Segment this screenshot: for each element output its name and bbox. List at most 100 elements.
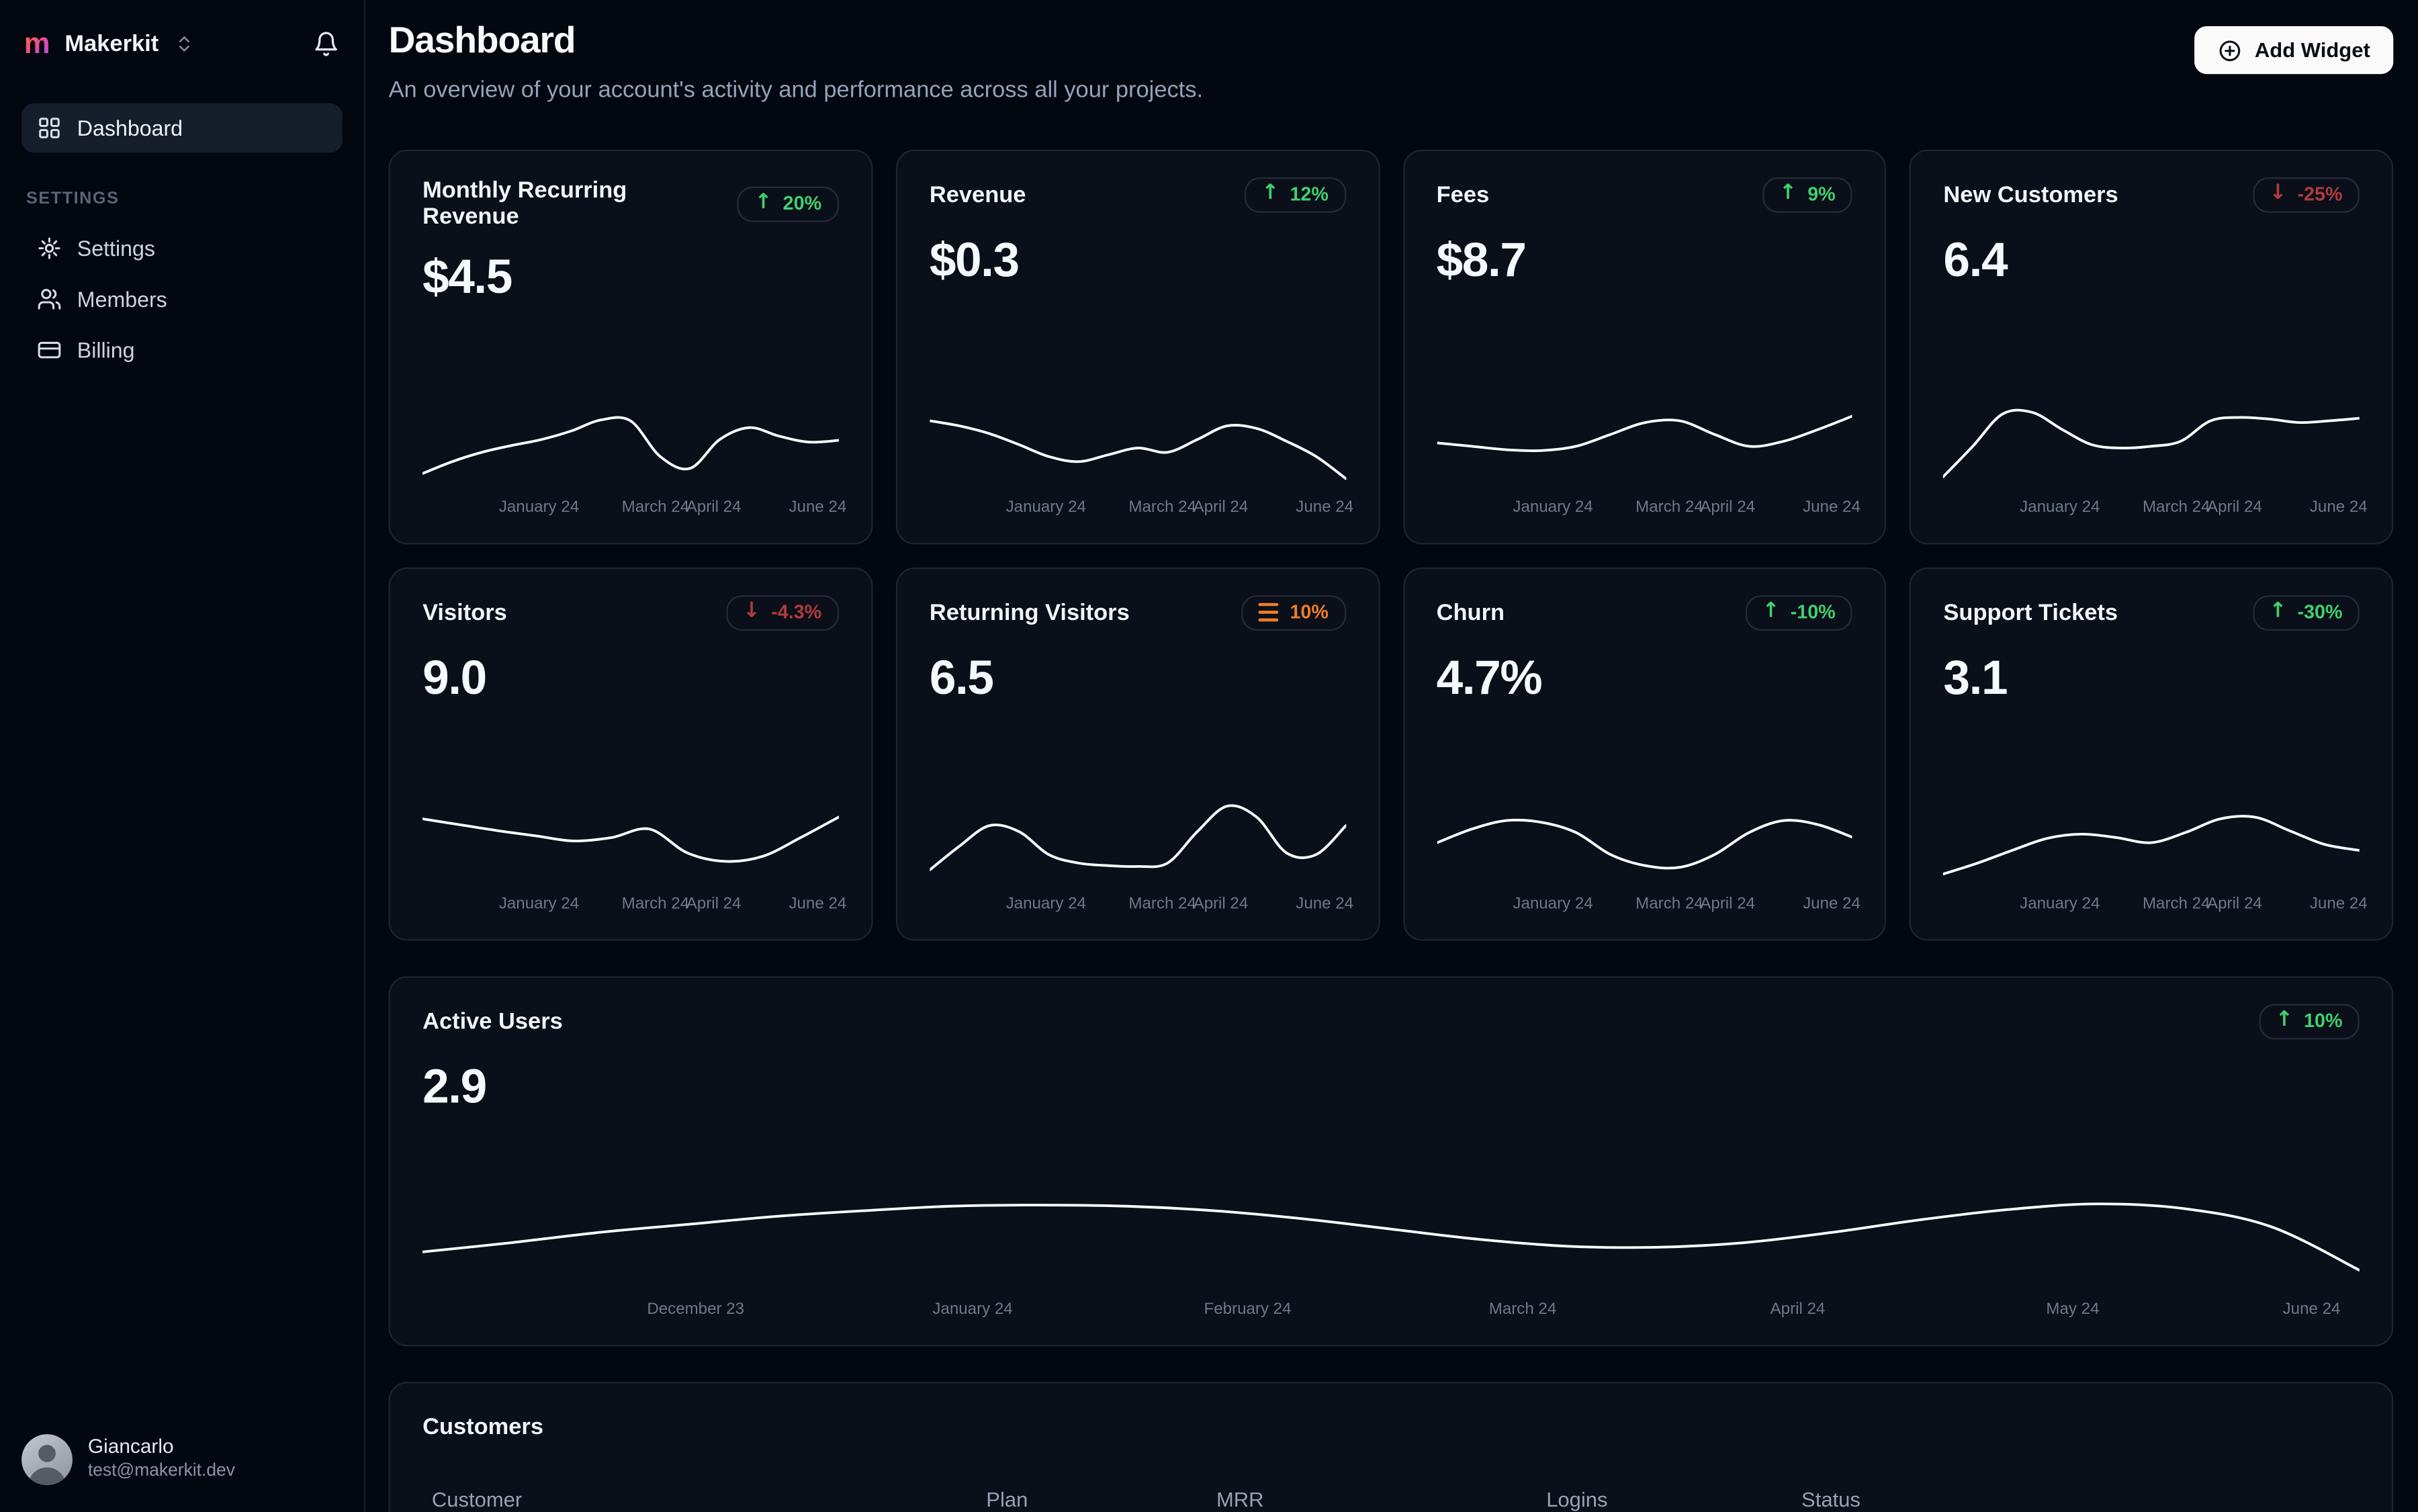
- arrow-up-icon: ↑: [1779, 181, 1797, 206]
- stat-card-title: Active Users: [422, 1008, 563, 1035]
- arrow-down-icon: ↓: [2269, 181, 2287, 206]
- sidebar-item-settings[interactable]: Settings: [21, 224, 343, 273]
- stat-value: 2.9: [422, 1059, 487, 1114]
- arrow-down-icon: ↓: [743, 598, 761, 624]
- sidebar-item-members[interactable]: Members: [21, 275, 343, 324]
- add-widget-label: Add Widget: [2254, 38, 2370, 62]
- stat-value: 4.7%: [1436, 650, 1543, 705]
- workspace-selector[interactable]: m Makerkit: [21, 25, 343, 62]
- stat-card-title: Visitors: [422, 600, 507, 627]
- page-subtitle: An overview of your account's activity a…: [388, 77, 1204, 103]
- stat-card-title: Monthly Recurring Revenue: [422, 177, 627, 230]
- sparkline-chart: [1943, 390, 2359, 489]
- makerkit-logo-icon: m: [24, 28, 50, 58]
- x-axis-label: January 24: [1513, 894, 1593, 914]
- stat-card-title: Revenue: [929, 181, 1026, 208]
- sidebar-section-label: SETTINGS: [26, 189, 120, 208]
- stat-value: $0.3: [929, 232, 1020, 287]
- trend-badge: ↑ 10%: [2258, 1004, 2360, 1040]
- x-axis-label: April 24: [1193, 894, 1249, 914]
- x-axis-label: June 24: [2309, 498, 2368, 517]
- sparkline-chart: [1943, 787, 2359, 885]
- stat-card: Visitors ↓ -4.3% 9.0 January 24 March 24 A…: [388, 567, 872, 941]
- sidebar-settings-nav: Settings Members Billing: [21, 224, 343, 375]
- svg-text:m: m: [24, 28, 50, 58]
- sidebar-item-label: Dashboard: [77, 116, 183, 140]
- x-axis-labels: January 24 March 24 April 24 June 24: [1943, 498, 2367, 523]
- x-axis-label: January 24: [2020, 894, 2100, 914]
- x-axis-labels: January 24 March 24 April 24 June 24: [1437, 498, 1860, 523]
- x-axis-label: March 24: [621, 894, 690, 914]
- trend-badge: ↑ 12%: [1245, 177, 1346, 213]
- stat-value: 6.5: [929, 650, 994, 705]
- column-header-status: Status: [1801, 1488, 1861, 1512]
- column-header-plan: Plan: [986, 1488, 1028, 1512]
- x-axis-labels: January 24 March 24 April 24 June 24: [1437, 894, 1860, 920]
- x-axis-label: March 24: [1488, 1300, 1557, 1319]
- x-axis-label: January 24: [498, 894, 580, 914]
- x-axis-label: April 24: [2207, 894, 2262, 914]
- x-axis-label: June 24: [1296, 498, 1354, 517]
- bell-icon: [313, 30, 339, 56]
- stat-card-title: New Customers: [1943, 181, 2118, 208]
- x-axis-label: January 24: [498, 498, 580, 517]
- x-axis-labels: January 24 March 24 April 24 June 24: [930, 894, 1353, 920]
- x-axis-labels: December 23 January 24 February 24 March 24…: [422, 1300, 2360, 1325]
- add-widget-button[interactable]: Add Widget: [2194, 26, 2394, 75]
- chevrons-up-down-icon: [174, 33, 194, 53]
- x-axis-labels: January 24 March 24 April 24 June 24: [1943, 894, 2367, 920]
- user-name: Giancarlo: [87, 1435, 174, 1458]
- credit-card-icon: [37, 338, 62, 363]
- x-axis-label: January 24: [2020, 498, 2100, 517]
- sidebar-item-dashboard[interactable]: Dashboard: [21, 103, 343, 153]
- x-axis-label: March 24: [1128, 894, 1196, 914]
- stat-card-title: Fees: [1436, 181, 1490, 208]
- user-menu[interactable]: Giancarlo test@makerkit.dev: [21, 1433, 343, 1484]
- trend-badge: ↓ -25%: [2252, 177, 2360, 213]
- x-axis-label: June 24: [1803, 894, 1861, 914]
- x-axis-label: March 24: [1636, 894, 1703, 914]
- arrow-up-icon: ↑: [2275, 1007, 2293, 1032]
- x-axis-label: March 24: [621, 498, 690, 517]
- x-axis-label: March 24: [2142, 894, 2210, 914]
- x-axis-label: March 24: [1128, 498, 1196, 517]
- x-axis-label: June 24: [1296, 894, 1354, 914]
- x-axis-label: April 24: [1700, 498, 1756, 517]
- arrow-up-icon: ↑: [2269, 598, 2287, 624]
- stat-value: 3.1: [1943, 650, 2008, 705]
- trend-badge: ↓ -4.3%: [725, 595, 839, 631]
- x-axis-label: March 24: [1636, 498, 1703, 517]
- trend-badge: ↑ 9%: [1762, 177, 1852, 213]
- column-header-logins: Logins: [1546, 1488, 1608, 1512]
- stat-card-title: Returning Visitors: [929, 600, 1130, 627]
- stat-card: Monthly Recurring Revenue ↑ 20% $4.5 Jan…: [388, 149, 872, 545]
- customers-title: Customers: [422, 1414, 543, 1441]
- x-axis-label: January 24: [932, 1300, 1013, 1319]
- sidebar-main-nav: Dashboard: [21, 103, 343, 153]
- sidebar-item-billing[interactable]: Billing: [21, 325, 343, 374]
- main-content: Dashboard An overview of your account's …: [365, 0, 2418, 1512]
- x-axis-label: January 24: [1005, 498, 1086, 517]
- stat-card: Support Tickets ↑ -30% 3.1 January 24 Mar…: [1909, 567, 2394, 941]
- x-axis-label: December 23: [647, 1300, 745, 1319]
- stat-card-title: Support Tickets: [1943, 600, 2118, 627]
- active-users-card: Active Users ↑ 10% 2.9 December 23 Januar…: [388, 976, 2394, 1347]
- stat-value: $8.7: [1436, 232, 1527, 287]
- trend-badge: ↑ -10%: [1745, 595, 1852, 631]
- stat-value: 9.0: [422, 650, 487, 705]
- sparkline-chart: [930, 787, 1345, 885]
- stat-card: Churn ↑ -10% 4.7% January 24 March 24 Apri…: [1402, 567, 1887, 941]
- column-header-mrr: MRR: [1216, 1488, 1264, 1512]
- notifications-button[interactable]: [310, 27, 342, 59]
- page-header: Dashboard An overview of your account's …: [389, 20, 2394, 103]
- menu-trend-icon: [1259, 602, 1280, 623]
- stat-card: Revenue ↑ 12% $0.3 January 24 March 24 Apr…: [895, 149, 1380, 545]
- x-axis-labels: January 24 March 24 April 24 June 24: [422, 498, 846, 523]
- x-axis-label: January 24: [1513, 498, 1593, 517]
- x-axis-label: June 24: [2309, 894, 2368, 914]
- x-axis-label: June 24: [2282, 1300, 2341, 1319]
- stat-card: Fees ↑ 9% $8.7 January 24 March 24 April 2…: [1402, 149, 1887, 545]
- page-title: Dashboard: [388, 19, 576, 62]
- sparkline-chart: [422, 390, 838, 489]
